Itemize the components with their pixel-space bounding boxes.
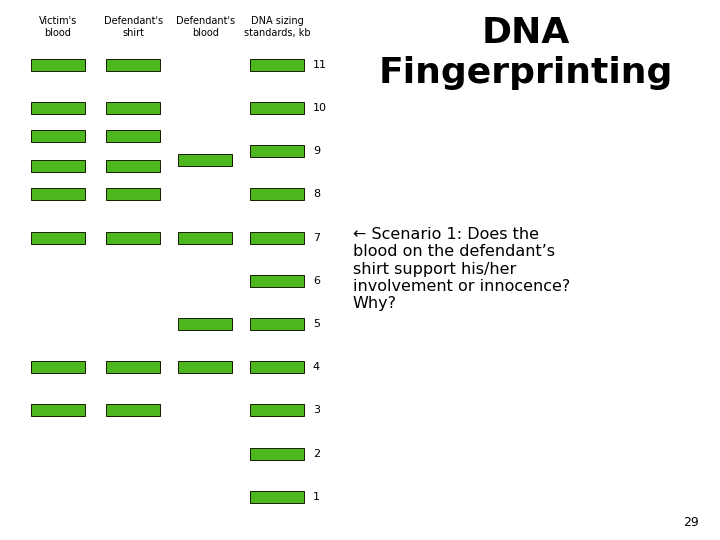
Bar [30, 160, 84, 172]
Bar [107, 160, 160, 172]
Text: 9: 9 [313, 146, 320, 156]
Bar [178, 154, 232, 166]
Text: DNA sizing
standards, kb: DNA sizing standards, kb [244, 16, 310, 38]
Bar [251, 275, 304, 287]
Bar [251, 145, 304, 157]
Bar [107, 232, 160, 244]
Text: 7: 7 [313, 233, 320, 242]
Text: 11: 11 [313, 60, 327, 70]
Bar [178, 232, 232, 244]
Text: 2: 2 [313, 449, 320, 458]
Bar [107, 404, 160, 416]
Text: 4: 4 [313, 362, 320, 372]
Bar [30, 59, 84, 71]
Text: 8: 8 [313, 190, 320, 199]
Text: 10: 10 [313, 103, 327, 113]
Text: Defendant's
shirt: Defendant's shirt [104, 16, 163, 38]
Text: ← Scenario 1: Does the
blood on the defendant’s
shirt support his/her
involvemen: ← Scenario 1: Does the blood on the defe… [353, 227, 570, 312]
Bar [251, 318, 304, 330]
Bar [107, 102, 160, 114]
Bar [107, 59, 160, 71]
Bar [251, 188, 304, 200]
Bar [107, 130, 160, 142]
Text: 29: 29 [683, 516, 698, 529]
Bar [251, 102, 304, 114]
Text: 6: 6 [313, 276, 320, 286]
Text: Victim's
blood: Victim's blood [38, 16, 77, 38]
Text: 1: 1 [313, 492, 320, 502]
Bar [251, 404, 304, 416]
Bar [30, 188, 84, 200]
Bar [107, 188, 160, 200]
Bar [251, 232, 304, 244]
Bar [30, 404, 84, 416]
Bar [30, 232, 84, 244]
Text: 3: 3 [313, 406, 320, 415]
Bar [30, 361, 84, 373]
Text: 5: 5 [313, 319, 320, 329]
Text: Defendant's
blood: Defendant's blood [176, 16, 235, 38]
Text: DNA
Fingerprinting: DNA Fingerprinting [379, 16, 672, 90]
Bar [30, 102, 84, 114]
Bar [251, 491, 304, 503]
Bar [251, 59, 304, 71]
Bar [251, 448, 304, 460]
Bar [178, 361, 232, 373]
Bar [30, 130, 84, 142]
Bar [178, 318, 232, 330]
Bar [251, 361, 304, 373]
Bar [107, 361, 160, 373]
